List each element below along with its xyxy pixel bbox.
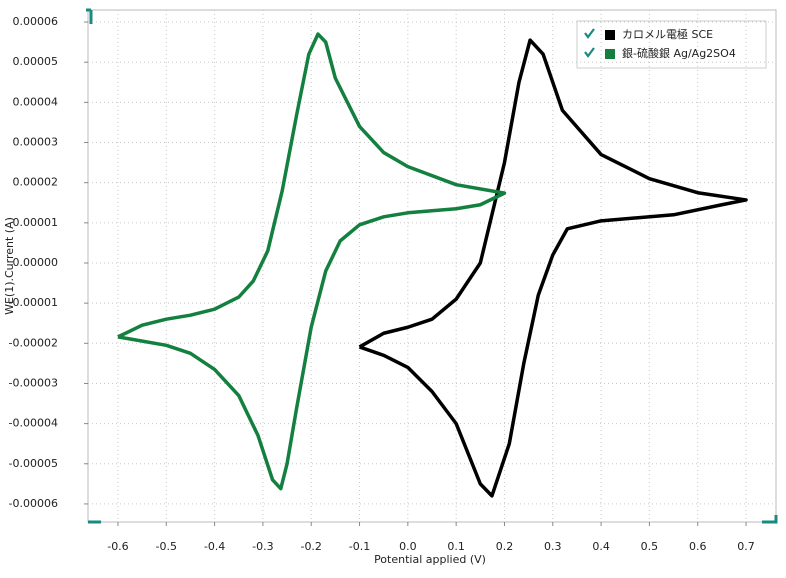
legend-check[interactable] <box>584 28 595 39</box>
y-tick-label: 0.00003 <box>13 136 59 149</box>
series-line <box>358 38 748 498</box>
x-tick-label: -0.6 <box>107 540 128 553</box>
x-tick-label: 0.7 <box>737 540 755 553</box>
legend <box>576 20 767 69</box>
y-tick-label: -0.00006 <box>9 497 58 510</box>
x-tick-label: -0.4 <box>204 540 225 553</box>
x-tick-label: 0.6 <box>689 540 707 553</box>
legend-swatch[interactable] <box>605 49 615 59</box>
x-tick-label: 0.2 <box>496 540 514 553</box>
x-tick-label: -0.3 <box>252 540 273 553</box>
y-tick-label: 0.00005 <box>13 55 59 68</box>
plot-area <box>87 9 777 523</box>
x-axis-title: Potential applied (V) <box>374 553 486 566</box>
x-tick-label: -0.2 <box>300 540 321 553</box>
y-tick-label: -0.00004 <box>9 417 58 430</box>
y-tick-label: 0.00001 <box>13 216 59 229</box>
x-tick-label: -0.1 <box>349 540 370 553</box>
y-tick-label: -0.00005 <box>9 457 58 470</box>
y-tick-label: 0.00002 <box>13 176 59 189</box>
x-tick-label: 0.4 <box>592 540 610 553</box>
x-tick-label: -0.5 <box>156 540 177 553</box>
x-tick-label: 0.5 <box>641 540 659 553</box>
legend-check[interactable] <box>584 47 595 58</box>
legend-label[interactable]: カロメル電極 SCE <box>622 27 713 41</box>
y-tick-label: 0.00000 <box>13 256 59 269</box>
y-axis-title: WE(1).Current (A) <box>3 217 16 315</box>
legend-label[interactable]: 銀-硫酸銀 Ag/Ag2SO4 <box>622 46 736 60</box>
x-tick-label: 0.3 <box>544 540 562 553</box>
y-tick-label: 0.00006 <box>13 15 59 28</box>
axis-corner-marks <box>86 8 778 524</box>
legend-swatch[interactable] <box>605 30 615 40</box>
y-tick-label: 0.00004 <box>13 95 59 108</box>
y-tick-label: -0.00001 <box>9 296 58 309</box>
x-tick-label: 0.1 <box>447 540 465 553</box>
y-tick-label: -0.00003 <box>9 376 58 389</box>
y-tick-label: -0.00002 <box>9 336 58 349</box>
x-tick-label: 0.0 <box>399 540 417 553</box>
series-line <box>117 32 507 491</box>
